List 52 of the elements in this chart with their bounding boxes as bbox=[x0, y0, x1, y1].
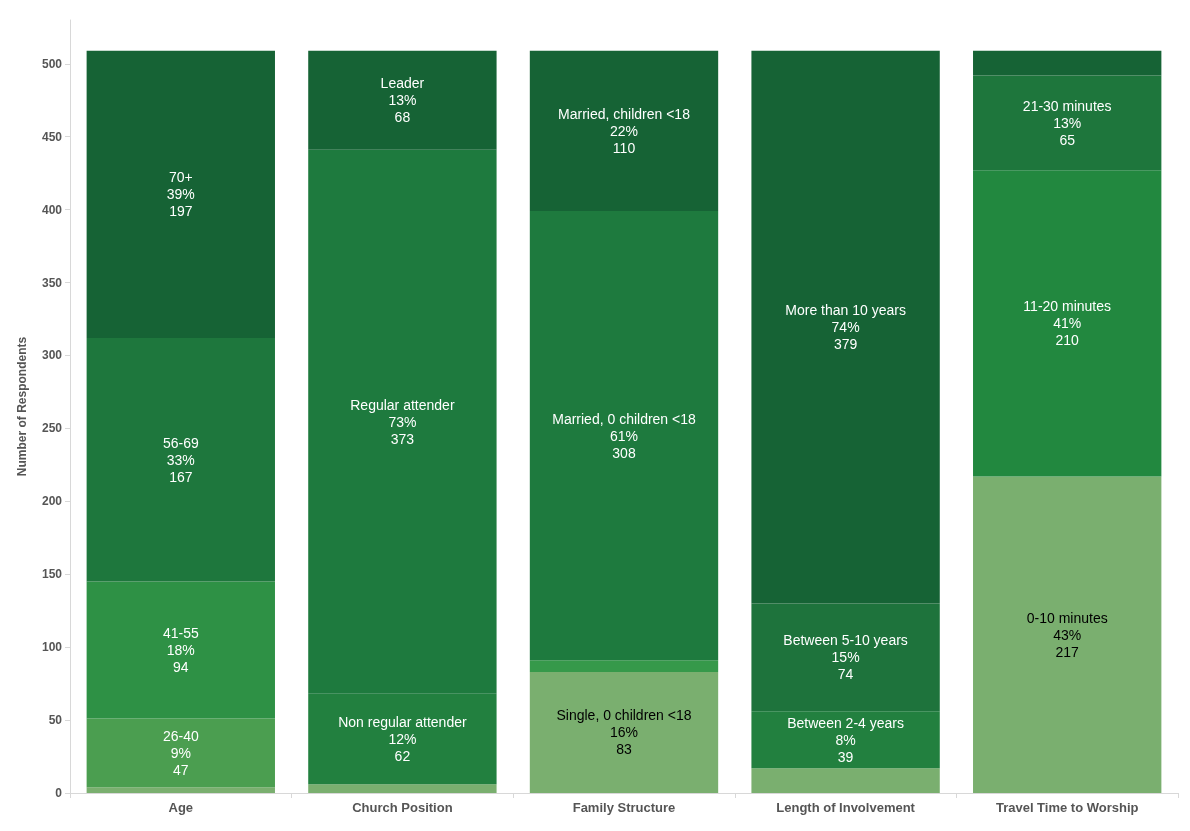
data-label: 26-40 9% 47 bbox=[162, 727, 199, 778]
data-label: Between 2-4 years 8% 39 bbox=[787, 714, 904, 765]
x-tick-label: Length of Involvement bbox=[776, 800, 916, 815]
y-axis-title: Number of Respondents bbox=[15, 336, 29, 477]
x-tick-label: Travel Time to Worship bbox=[995, 800, 1139, 815]
bar bbox=[529, 50, 719, 212]
bar bbox=[86, 581, 275, 719]
data-label: 11-20 minutes 41% 210 bbox=[1023, 298, 1112, 349]
bar bbox=[751, 50, 940, 604]
bar bbox=[751, 768, 940, 793]
data-label: Single, 0 children <18 16% 83 bbox=[556, 707, 692, 758]
y-tick-label: 350 bbox=[41, 275, 63, 290]
y-tick-label: 100 bbox=[41, 640, 63, 655]
data-label: Married, children <18 22% 110 bbox=[558, 105, 691, 156]
bar bbox=[86, 718, 275, 788]
data-label: More than 10 years 74% 379 bbox=[785, 302, 906, 353]
data-label: 56-69 33% 167 bbox=[162, 434, 199, 485]
bar bbox=[529, 660, 719, 672]
bar bbox=[973, 170, 1162, 477]
bar bbox=[973, 75, 1162, 171]
data-label: Between 5-10 years 15% 74 bbox=[783, 632, 908, 683]
y-tick-label: 400 bbox=[41, 202, 63, 217]
bar bbox=[86, 50, 275, 338]
bar bbox=[751, 603, 940, 712]
y-tick-label: 200 bbox=[41, 494, 63, 509]
x-tick-label: Church Position bbox=[352, 800, 453, 815]
data-label: Non regular attender 12% 62 bbox=[338, 714, 467, 765]
bar bbox=[86, 337, 275, 582]
data-label: Married, 0 children <18 61% 308 bbox=[552, 410, 696, 461]
y-tick-label: 50 bbox=[48, 713, 63, 728]
bar bbox=[751, 711, 940, 769]
bar bbox=[973, 50, 1162, 76]
y-tick-label: 500 bbox=[41, 56, 63, 71]
y-tick-label: 300 bbox=[41, 348, 63, 363]
bar bbox=[308, 50, 497, 150]
data-label: 21-30 minutes 13% 65 bbox=[1022, 97, 1112, 148]
bar bbox=[529, 671, 719, 793]
y-tick-label: 0 bbox=[55, 786, 63, 800]
data-label: Regular attender 73% 373 bbox=[350, 396, 455, 447]
data-label: 0-10 minutes 43% 217 bbox=[1026, 609, 1108, 660]
bar bbox=[308, 784, 497, 793]
y-tick-label: 450 bbox=[41, 129, 63, 144]
data-label: Leader 13% 68 bbox=[380, 75, 425, 126]
bar bbox=[529, 211, 719, 661]
x-tick-label: Family Structure bbox=[572, 800, 676, 815]
y-tick-label: 250 bbox=[41, 421, 63, 436]
y-tick-label: 150 bbox=[41, 567, 63, 582]
data-label: 70+ 39% 197 bbox=[166, 169, 195, 220]
bar bbox=[86, 787, 275, 793]
data-label: 41-55 18% 94 bbox=[162, 625, 199, 676]
x-tick-label: Age bbox=[168, 800, 194, 815]
bar bbox=[973, 476, 1162, 793]
